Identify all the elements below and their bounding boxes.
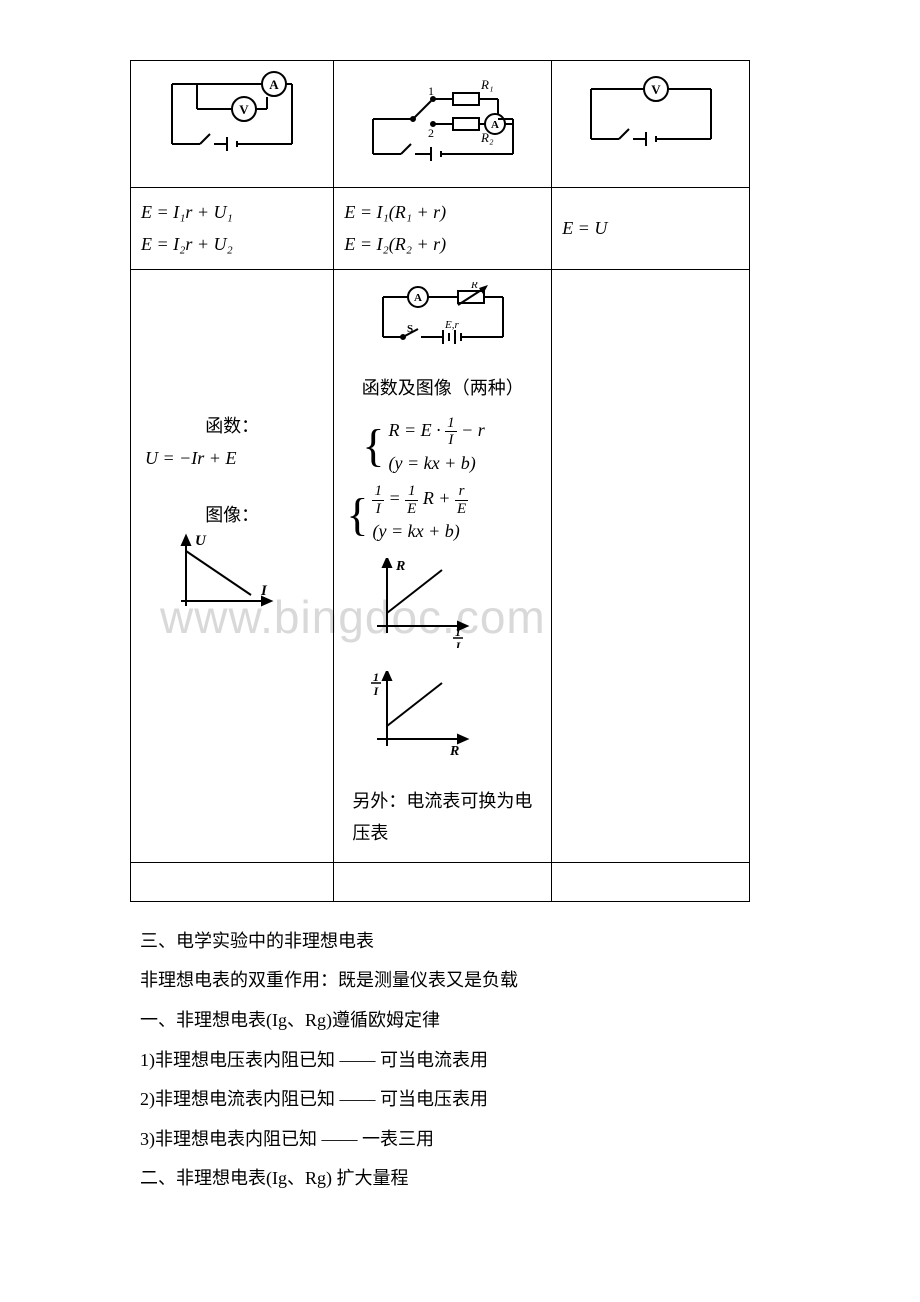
graph-r-1i-icon: R 1 I (362, 558, 482, 648)
cell-circuit-3: V (552, 61, 750, 188)
body-paragraphs: 三、电学实验中的非理想电表 非理想电表的双重作用：既是测量仪表又是负载 一、非理… (140, 922, 820, 1199)
ammeter-label: A (269, 77, 279, 92)
emf-label: E,r (444, 319, 459, 331)
paragraph: 1)非理想电压表内阻已知 —— 可当电流表用 (140, 1041, 820, 1081)
brace-block-2: { 1I = 1E R + rE (y = kx + b) (346, 483, 543, 546)
axis-frac-n: 1 (455, 625, 461, 639)
graph-label: 图像： (141, 499, 323, 531)
axis-frac-n-2: 1 (373, 671, 379, 684)
equation-text: E = I₂(R₂ + r) (344, 228, 541, 260)
table-row: 函数： U = −Ir + E 图像： U I (131, 269, 750, 862)
axis-frac-d: I (455, 639, 462, 648)
r2-label: R₂ (480, 130, 494, 145)
axis-r-label: R (395, 559, 405, 574)
equation-text: 1I = 1E R + rE (372, 483, 468, 517)
cell-circuit-2: 1 2 R₁ R₂ A (334, 61, 552, 188)
table-row: E = I₁r + U₁ E = I₂r + U₂ E = I₁(R₁ + r)… (131, 188, 750, 270)
graph-1i-r-icon: 1 I R (362, 671, 482, 761)
paragraph: 三、电学实验中的非理想电表 (140, 922, 820, 962)
ammeter-label-3: A (414, 292, 422, 304)
circuit-ar-icon: A R S E,r (363, 282, 523, 352)
graph-ui-icon: U I (171, 531, 281, 621)
equation-text: E = I₂r + U₂ (141, 228, 323, 260)
circuit-r1r2-icon: 1 2 R₁ R₂ A (353, 69, 533, 169)
brace-block-1: { R = E · 1I − r (y = kx + b) (362, 415, 543, 478)
axis-frac-d-2: I (373, 684, 380, 698)
equation-text: R = E · 1I − r (388, 415, 484, 449)
equation-text: E = I₁(R₁ + r) (344, 196, 541, 228)
main-table: A V (130, 60, 750, 902)
equation-text: (y = kx + b) (388, 449, 484, 478)
switch-pos-2: 2 (428, 126, 434, 140)
paragraph: 二、非理想电表(Ig、Rg) 扩大量程 (140, 1159, 820, 1199)
cell-eq-3: E = U (552, 188, 750, 270)
paragraph: 一、非理想电表(Ig、Rg)遵循欧姆定律 (140, 1001, 820, 1041)
note-text: 另外：电流表可换为电压表 (352, 785, 543, 850)
cell-circuit-1: A V (131, 61, 334, 188)
function-label: 函数： (141, 410, 323, 442)
circuit-v-icon: V (571, 69, 731, 159)
table-row (131, 862, 750, 901)
switch-pos-1: 1 (428, 84, 434, 98)
equation-text: E = U (562, 212, 739, 244)
r1-label: R₁ (480, 77, 493, 92)
cell-big-2: A R S E,r 函数及图像（两种） { R = E · 1I − r (y … (334, 269, 552, 862)
empty-cell (552, 862, 750, 901)
brace-icon: { (362, 423, 384, 469)
voltmeter-label: V (239, 102, 249, 117)
axis-r-label-2: R (449, 744, 459, 759)
mid-label: 函数及图像（两种） (342, 372, 543, 404)
switch-s-label: S (407, 323, 413, 335)
cell-big-1: 函数： U = −Ir + E 图像： U I (131, 269, 334, 862)
equation-text: E = I₁r + U₁ (141, 196, 323, 228)
empty-cell (334, 862, 552, 901)
empty-cell (131, 862, 334, 901)
voltmeter-label-2: V (651, 82, 661, 97)
ammeter-label-2: A (491, 119, 499, 131)
paragraph: 3)非理想电表内阻已知 —— 一表三用 (140, 1120, 820, 1160)
paragraph: 2)非理想电流表内阻已知 —— 可当电压表用 (140, 1080, 820, 1120)
cell-eq-1: E = I₁r + U₁ E = I₂r + U₂ (131, 188, 334, 270)
axis-i-label: I (260, 583, 268, 599)
function-eq: U = −Ir + E (145, 442, 323, 474)
cell-eq-2: E = I₁(R₁ + r) E = I₂(R₂ + r) (334, 188, 552, 270)
equation-text: (y = kx + b) (372, 517, 468, 546)
table-row: A V (131, 61, 750, 188)
axis-u-label: U (195, 533, 207, 549)
rheostat-label: R (470, 282, 478, 291)
circuit-va-icon: A V (152, 69, 312, 159)
brace-icon: { (346, 492, 368, 538)
paragraph: 非理想电表的双重作用：既是测量仪表又是负载 (140, 961, 820, 1001)
cell-big-3 (552, 269, 750, 862)
